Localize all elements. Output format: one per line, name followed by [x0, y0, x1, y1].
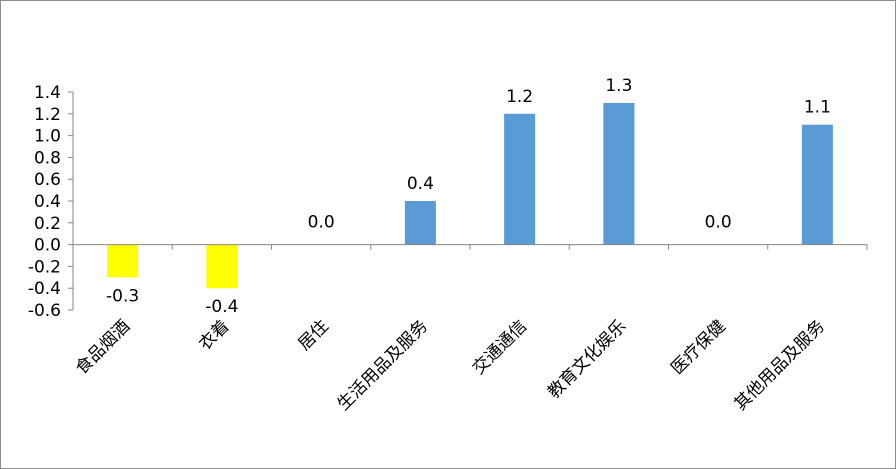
- category-label: 衣着: [195, 316, 233, 354]
- data-label: 0.0: [308, 213, 335, 233]
- bar: [504, 113, 536, 245]
- y-axis: 1.41.21.00.80.60.40.20.0-0.2-0.4-0.6: [28, 83, 74, 321]
- data-label: 0.4: [407, 174, 434, 194]
- data-labels: -0.3 -0.4 0.0 0.4 1.2 1.3 0.0 1.1: [106, 76, 831, 317]
- y-tick-label: 1.0: [34, 127, 61, 147]
- data-label: -0.4: [205, 297, 238, 317]
- category-label: 医疗保健: [667, 316, 729, 378]
- y-tick-label: 0.6: [34, 170, 61, 190]
- y-tick-label: -0.2: [28, 257, 61, 277]
- data-label: -0.3: [106, 286, 139, 306]
- data-label: 0.0: [705, 213, 732, 233]
- y-tick-label: 0.4: [34, 192, 61, 212]
- bar: [801, 124, 833, 245]
- bar: [603, 102, 635, 245]
- category-label: 其他用品及服务: [731, 316, 829, 414]
- bar: [404, 201, 436, 245]
- data-label: 1.2: [506, 87, 533, 107]
- y-tick-label: -0.6: [28, 301, 61, 321]
- data-label: 1.1: [804, 98, 831, 118]
- bar: [107, 244, 139, 278]
- y-tick-label: 0.8: [34, 148, 61, 168]
- y-tick-label: 0.0: [34, 236, 61, 256]
- y-tick-label: 1.2: [34, 105, 61, 125]
- category-label: 交通通信: [469, 316, 531, 378]
- category-label: 教育文化娱乐: [544, 316, 630, 402]
- y-tick-label: -0.4: [28, 279, 61, 299]
- category-label: 食品烟酒: [72, 316, 134, 378]
- y-tick-label: 0.2: [34, 214, 61, 234]
- bar: [206, 244, 238, 289]
- x-axis: 食品烟酒 衣着 居住 生活用品及服务 交通通信 教育文化娱乐 医疗保健 其他用品及服务: [72, 244, 868, 415]
- data-label: 1.3: [605, 76, 632, 96]
- category-label: 居住: [294, 316, 332, 354]
- y-tick-label: 1.4: [34, 83, 61, 103]
- category-label: 生活用品及服务: [334, 316, 432, 414]
- bars: [107, 102, 833, 289]
